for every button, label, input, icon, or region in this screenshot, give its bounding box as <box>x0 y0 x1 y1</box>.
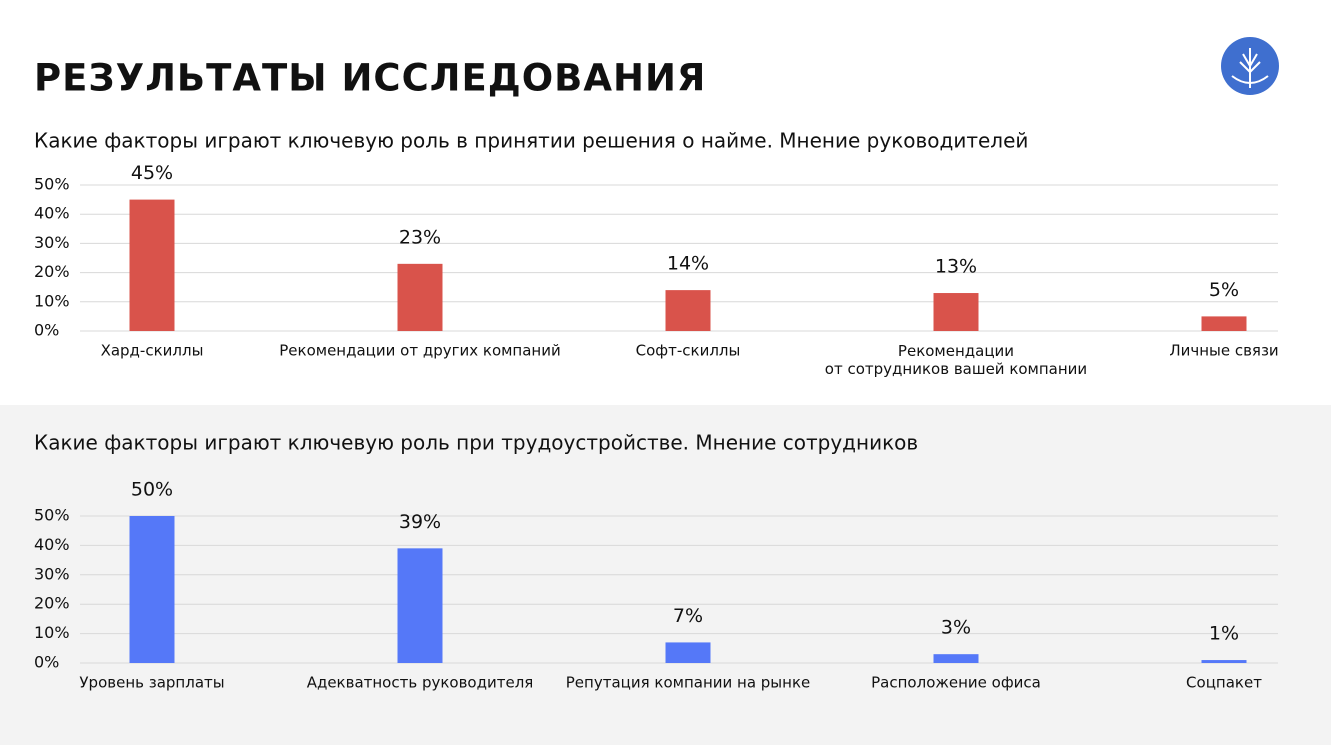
y-tick-label: 20% <box>34 594 70 613</box>
bar <box>129 199 175 331</box>
value-label: 7% <box>673 605 703 627</box>
y-tick-label: 10% <box>34 623 70 642</box>
value-label: 13% <box>935 256 977 278</box>
value-label: 39% <box>399 511 441 533</box>
y-tick-label: 30% <box>34 564 70 583</box>
y-tick-label: 50% <box>34 506 70 525</box>
logo <box>1221 37 1279 95</box>
y-tick-label: 0% <box>34 321 59 340</box>
bar <box>1201 316 1247 331</box>
value-label: 45% <box>131 162 173 184</box>
value-label: 14% <box>667 253 709 275</box>
value-label: 50% <box>131 479 173 501</box>
x-tick-label: Рекомендации от других компаний <box>279 342 560 360</box>
value-label: 5% <box>1209 279 1239 301</box>
y-tick-label: 20% <box>34 262 70 281</box>
x-tick-label: Личные связи <box>1169 342 1278 360</box>
x-tick-label: Репутация компании на рынке <box>566 674 811 692</box>
chart-title: Какие факторы играют ключевую роль при т… <box>34 431 918 455</box>
bar <box>933 293 979 331</box>
bar <box>129 516 175 663</box>
bar <box>933 654 979 663</box>
bar <box>1201 660 1247 663</box>
y-tick-label: 40% <box>34 204 70 223</box>
y-tick-label: 30% <box>34 233 70 252</box>
value-label: 23% <box>399 226 441 248</box>
x-tick-label: Софт-скиллы <box>636 342 741 360</box>
x-tick-label: Рекомендации от сотрудников вашей компани… <box>825 342 1087 378</box>
bar <box>665 642 711 663</box>
x-tick-label: Уровень зарплаты <box>79 674 224 692</box>
x-tick-label: Хард-скиллы <box>101 342 204 360</box>
bar <box>397 263 443 331</box>
value-label: 3% <box>941 617 971 639</box>
bar <box>397 548 443 663</box>
y-tick-label: 50% <box>34 175 70 194</box>
bar <box>665 290 711 331</box>
x-tick-label: Адекватность руководителя <box>307 674 534 692</box>
value-label: 1% <box>1209 623 1239 645</box>
x-tick-label: Расположение офиса <box>871 674 1041 692</box>
chart-title: Какие факторы играют ключевую роль в при… <box>34 129 1028 153</box>
y-tick-label: 0% <box>34 653 59 672</box>
y-tick-label: 40% <box>34 535 70 554</box>
page-title: РЕЗУЛЬТАТЫ ИССЛЕДОВАНИЯ <box>34 57 706 100</box>
x-tick-label: Соцпакет <box>1186 674 1262 692</box>
y-tick-label: 10% <box>34 291 70 310</box>
